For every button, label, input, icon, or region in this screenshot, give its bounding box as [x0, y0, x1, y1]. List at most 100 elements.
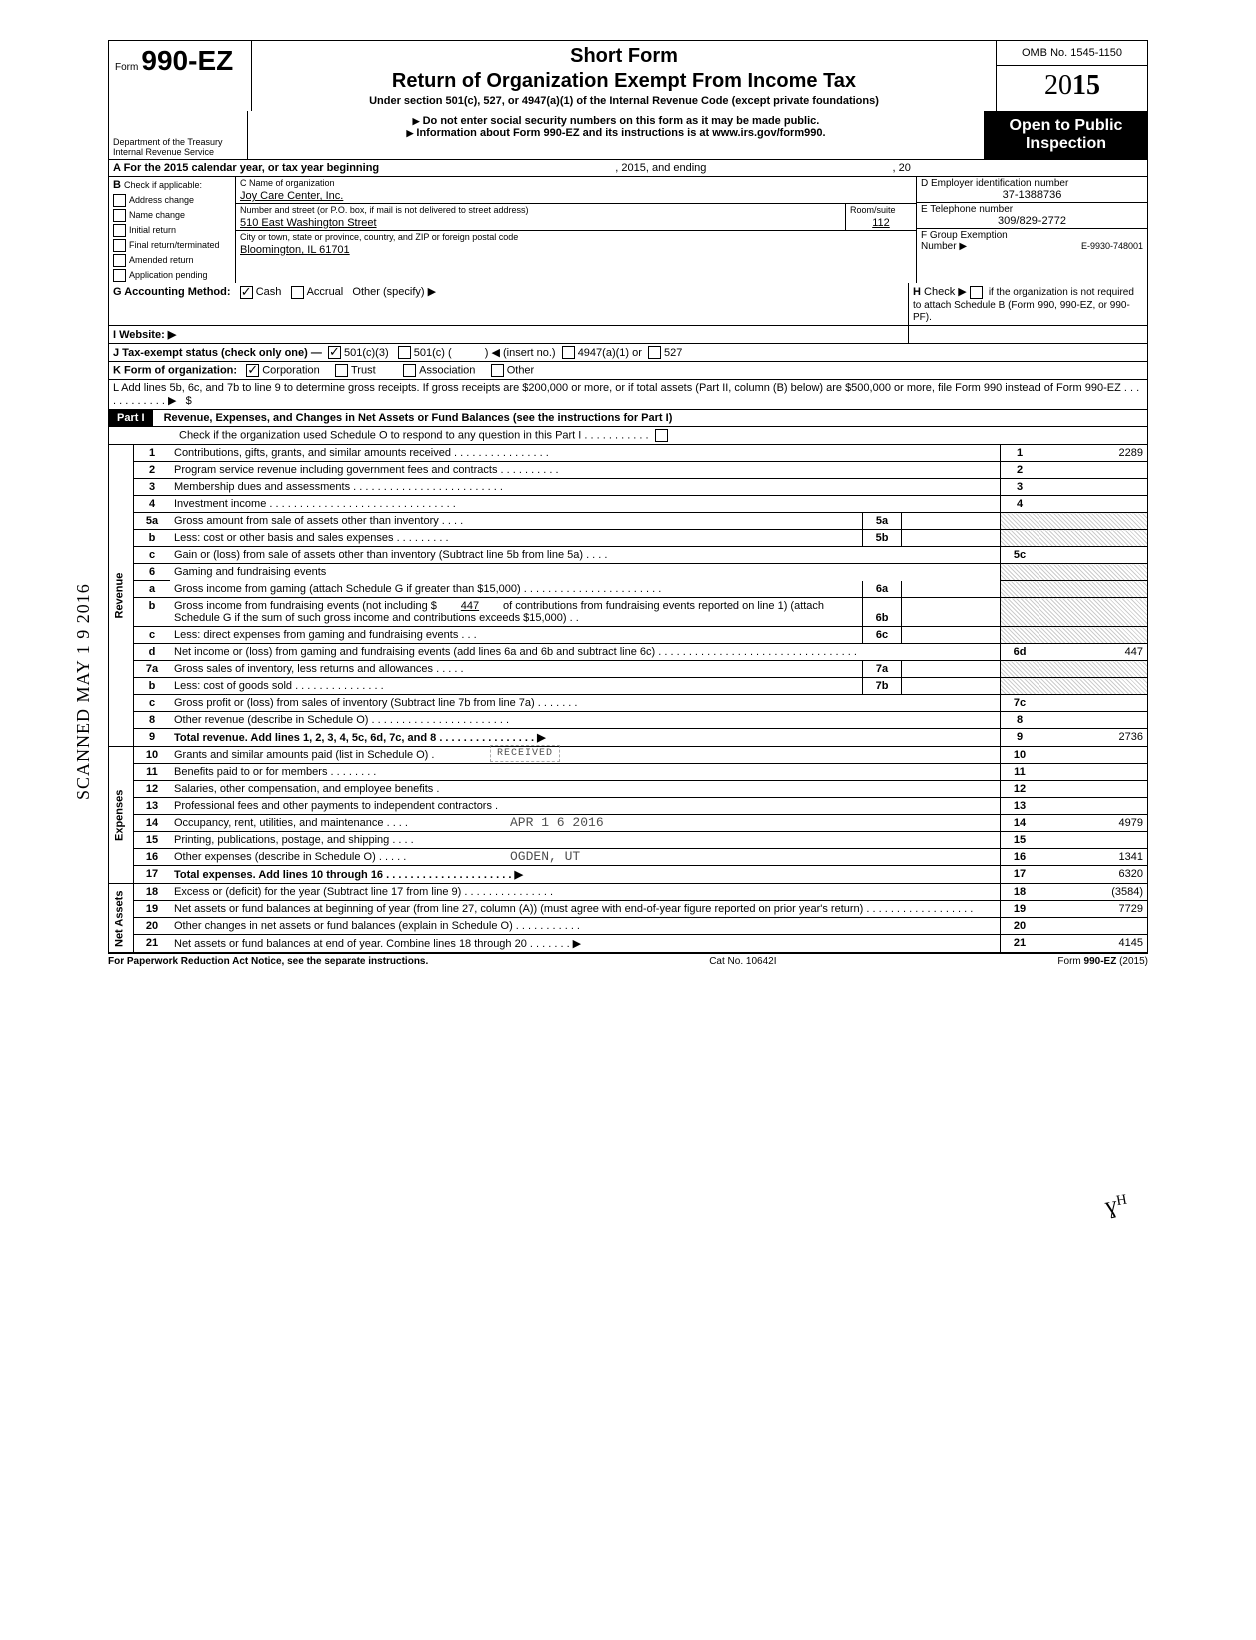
row-k: K Form of organization: Corporation Trus…	[109, 362, 1147, 380]
row-l: L Add lines 5b, 6c, and 7b to line 9 to …	[109, 380, 1147, 409]
initial-mark: ɣᴴ	[1103, 1190, 1130, 1221]
checkbox-final-return[interactable]	[113, 239, 126, 252]
line-7a: 7aGross sales of inventory, less returns…	[109, 661, 1148, 678]
form-number: 990-EZ	[141, 45, 233, 76]
footer-mid: Cat No. 10642I	[709, 956, 776, 967]
value-line-9: 2736	[1039, 729, 1148, 747]
received-date-stamp: APR 1 6 2016	[510, 815, 604, 830]
dept-line1: Department of the Treasury	[113, 137, 223, 147]
room-suite: 112	[846, 216, 916, 231]
city-state-zip: Bloomington, IL 61701	[236, 243, 916, 257]
form-990ez-page: SCANNED MAY 1 9 2016 Form 990-EZ Short F…	[108, 40, 1148, 969]
header-row-1: Form 990-EZ Short Form Return of Organiz…	[108, 40, 1148, 111]
checkbox-application-pending[interactable]	[113, 269, 126, 282]
section-b: B Check if applicable: Address change Na…	[109, 177, 236, 283]
title-cell: Short Form Return of Organization Exempt…	[252, 41, 996, 111]
org-name: Joy Care Center, Inc.	[236, 189, 916, 204]
expenses-label: Expenses	[109, 747, 134, 884]
line-14: 14Occupancy, rent, utilities, and mainte…	[109, 815, 1148, 832]
ein: 37-1388736	[921, 189, 1143, 201]
omb-number: OMB No. 1545-1150	[997, 41, 1147, 66]
line-7b: bLess: cost of goods sold . . . . . . . …	[109, 678, 1148, 695]
line-1: Revenue 1 Contributions, gifts, grants, …	[109, 445, 1148, 462]
line-8: 8Other revenue (describe in Schedule O) …	[109, 712, 1148, 729]
checkbox-4947[interactable]	[562, 346, 575, 359]
warning-2: Information about Form 990-EZ and its in…	[254, 127, 978, 139]
line-10: Expenses 10Grants and similar amounts pa…	[109, 747, 1148, 764]
line-2: 2Program service revenue including gover…	[109, 462, 1148, 479]
row-gh: G Accounting Method: Cash Accrual Other …	[109, 283, 1147, 326]
revenue-label: Revenue	[109, 445, 134, 747]
section-def: D Employer identification number 37-1388…	[917, 177, 1147, 283]
line-6: 6Gaming and fundraising events	[109, 564, 1148, 581]
line-5c: cGain or (loss) from sale of assets othe…	[109, 547, 1148, 564]
received-location-stamp: OGDEN, UT	[510, 849, 580, 864]
open-to-public: Open to Public Inspection	[984, 111, 1147, 159]
value-line-16: 1341	[1039, 849, 1148, 866]
line-20: 20Other changes in net assets or fund ba…	[109, 918, 1148, 935]
main-title: Return of Organization Exempt From Incom…	[258, 70, 990, 93]
line-6c: cLess: direct expenses from gaming and f…	[109, 627, 1148, 644]
tax-year: 2015	[997, 66, 1147, 106]
value-line-14: 4979	[1039, 815, 1148, 832]
checkbox-schedule-o-part1[interactable]	[655, 429, 668, 442]
line-13: 13Professional fees and other payments t…	[109, 798, 1148, 815]
checkbox-501c3[interactable]	[328, 346, 341, 359]
checkbox-amended-return[interactable]	[113, 254, 126, 267]
line-11: 11Benefits paid to or for members . . . …	[109, 764, 1148, 781]
value-6b-contributions: 447	[440, 600, 500, 612]
checkbox-accrual[interactable]	[291, 286, 304, 299]
line-12: 12Salaries, other compensation, and empl…	[109, 781, 1148, 798]
row-j: J Tax-exempt status (check only one) — 5…	[109, 344, 1147, 363]
line-15: 15Printing, publications, postage, and s…	[109, 832, 1148, 849]
header-row-2: Department of the Treasury Internal Reve…	[108, 111, 1148, 160]
line-6a: aGross income from gaming (attach Schedu…	[109, 581, 1148, 598]
dept-line2: Internal Revenue Service	[113, 147, 223, 157]
value-line-18: (3584)	[1039, 884, 1148, 901]
checkbox-trust[interactable]	[335, 364, 348, 377]
netassets-label: Net Assets	[109, 884, 134, 953]
telephone: 309/829-2772	[921, 215, 1143, 227]
line-5b: bLess: cost or other basis and sales exp…	[109, 530, 1148, 547]
line-6b: bGross income from fundraising events (n…	[109, 598, 1148, 627]
line-21: 21Net assets or fund balances at end of …	[109, 935, 1148, 953]
part-1-title: Revenue, Expenses, and Changes in Net As…	[156, 412, 673, 424]
form-prefix: Form	[115, 62, 138, 73]
dept-cell: Department of the Treasury Internal Reve…	[109, 111, 248, 159]
form-number-cell: Form 990-EZ	[109, 41, 252, 111]
subtitle: Under section 501(c), 527, or 4947(a)(1)…	[258, 95, 990, 107]
checkbox-name-change[interactable]	[113, 209, 126, 222]
right-header: OMB No. 1545-1150 2015	[996, 41, 1147, 111]
line-16: 16Other expenses (describe in Schedule O…	[109, 849, 1148, 866]
info-block: A For the 2015 calendar year, or tax yea…	[108, 160, 1148, 410]
section-i: I Website: ▶	[109, 326, 909, 343]
line-18: Net Assets 18Excess or (deficit) for the…	[109, 884, 1148, 901]
street-address: 510 East Washington Street	[236, 216, 845, 231]
checkbox-address-change[interactable]	[113, 194, 126, 207]
checkbox-cash[interactable]	[240, 286, 253, 299]
warning-1: Do not enter social security numbers on …	[254, 115, 978, 127]
checkbox-other-org[interactable]	[491, 364, 504, 377]
checkbox-corporation[interactable]	[246, 364, 259, 377]
line-7c: cGross profit or (loss) from sales of in…	[109, 695, 1148, 712]
value-line-6d: 447	[1039, 644, 1148, 661]
row-i: I Website: ▶	[109, 326, 1147, 344]
line-17: 17Total expenses. Add lines 10 through 1…	[109, 866, 1148, 884]
checkbox-527[interactable]	[648, 346, 661, 359]
value-line-1: 2289	[1039, 445, 1148, 462]
scanned-stamp: SCANNED MAY 1 9 2016	[73, 583, 94, 800]
instructions-cell: Do not enter social security numbers on …	[248, 111, 984, 159]
group-exemption: E-9930-748001	[1081, 241, 1143, 251]
line-4: 4Investment income . . . . . . . . . . .…	[109, 496, 1148, 513]
section-c: C Name of organization Joy Care Center, …	[236, 177, 917, 283]
section-k: K Form of organization: Corporation Trus…	[109, 362, 1147, 379]
checkbox-association[interactable]	[403, 364, 416, 377]
checkbox-initial-return[interactable]	[113, 224, 126, 237]
section-j: J Tax-exempt status (check only one) — 5…	[109, 344, 1147, 362]
checkbox-501c[interactable]	[398, 346, 411, 359]
footer-left: For Paperwork Reduction Act Notice, see …	[108, 956, 428, 967]
part-1-label: Part I	[109, 410, 153, 426]
checkbox-schedule-b[interactable]	[970, 286, 983, 299]
line-6d: dNet income or (loss) from gaming and fu…	[109, 644, 1148, 661]
part-1-header: Part I Revenue, Expenses, and Changes in…	[108, 410, 1148, 445]
